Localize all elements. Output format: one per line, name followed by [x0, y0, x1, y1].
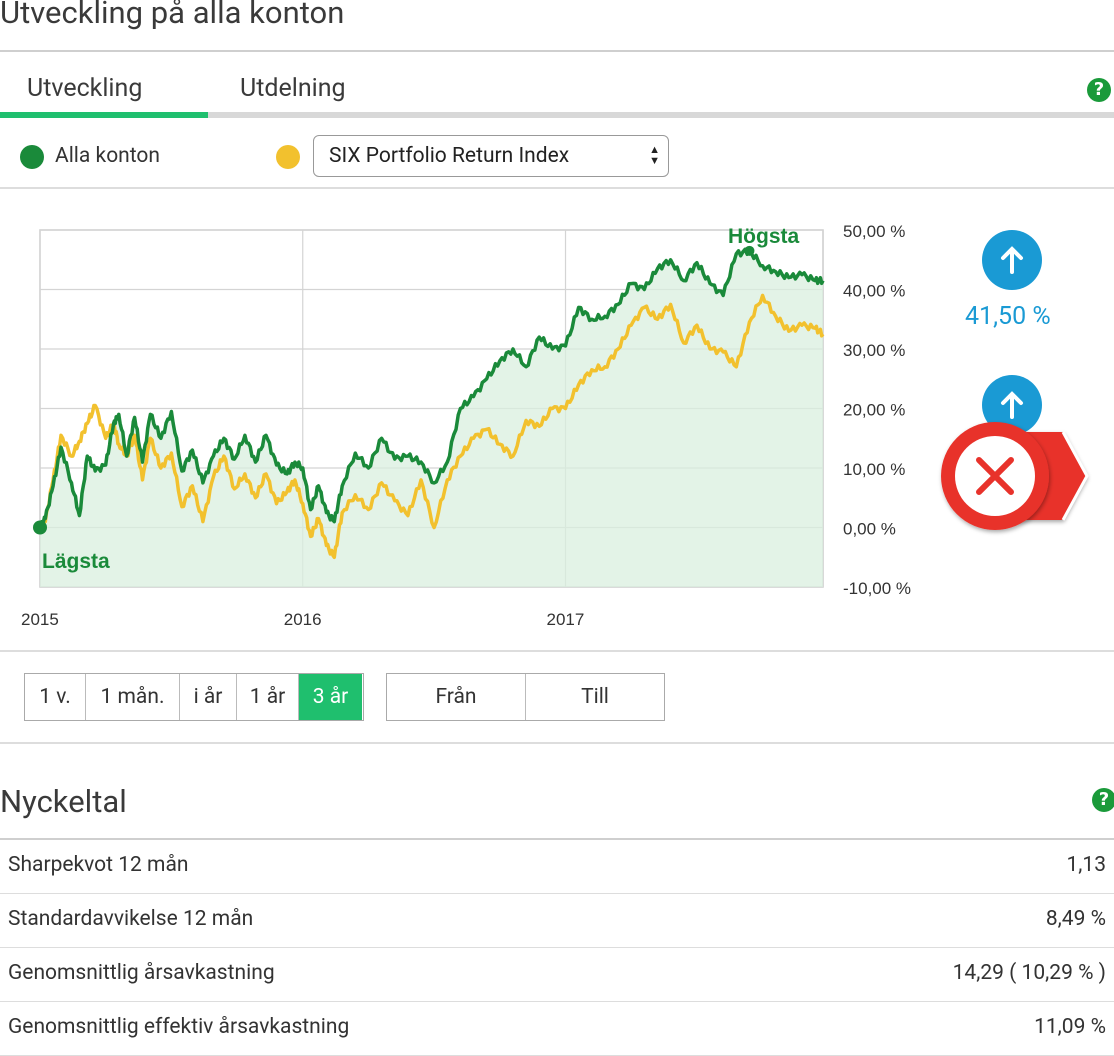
y-tick-label: -10,00 % [843, 579, 911, 598]
kpi-label: Genomsnittlig effektiv årsavkastning [8, 1015, 350, 1039]
arrow-up-icon [1001, 391, 1023, 419]
chart-divider [0, 650, 1114, 652]
index-select[interactable]: SIX Portfolio Return Index ▲ ▼ [313, 135, 669, 177]
tab-utveckling[interactable]: Utveckling [27, 74, 143, 103]
kpi-label: Genomsnittlig årsavkastning [8, 961, 275, 985]
x-axis-labels: 2015 2016 2017 [21, 610, 584, 629]
legend-divider [0, 187, 1114, 189]
period-3y-button[interactable]: 3 år [299, 674, 362, 720]
date-range-selector: Från Till [386, 673, 665, 721]
help-icon[interactable]: ? [1087, 78, 1111, 102]
y-tick-label: 20,00 % [843, 401, 905, 420]
tab-utdelning[interactable]: Utdelning [240, 74, 346, 103]
tab-bar: Utveckling Utdelning ? [0, 60, 1114, 120]
line-index-series [38, 293, 825, 560]
legend-dot-main [20, 145, 44, 169]
low-point-label: Lägsta [42, 550, 110, 573]
period-1y-button[interactable]: 1 år [237, 674, 299, 720]
active-tab-indicator [0, 112, 208, 118]
low-point-marker [33, 520, 47, 535]
legend-label-main: Alla konton [55, 144, 160, 168]
chart-markers: Lägsta Högsta [33, 225, 799, 573]
to-date-button[interactable]: Till [526, 674, 664, 720]
arrow-up-icon [1001, 246, 1023, 274]
chevron-updown-icon: ▲ ▼ [649, 143, 660, 167]
kpi-value: 8,49 % [1045, 907, 1106, 931]
buttons-divider [0, 742, 1114, 744]
help-icon[interactable]: ? [1092, 788, 1114, 812]
kpi-label: Standardavvikelse 12 mån [8, 907, 254, 931]
period-selector: 1 v. 1 mån. i år 1 år 3 år [24, 673, 364, 721]
section-title: Nyckeltal [0, 783, 127, 820]
kpi-value: 11,09 % [1034, 1015, 1106, 1039]
kpi-label: Sharpekvot 12 mån [8, 853, 189, 877]
y-tick-label: 0,00 % [843, 520, 896, 539]
table-row: Sharpekvot 12 mån 1,13 [0, 840, 1114, 894]
close-icon[interactable] [935, 420, 1105, 540]
page-title: Utveckling på alla konton [0, 0, 345, 31]
table-row: Genomsnittlig årsavkastning 14,29 ( 10,2… [0, 948, 1114, 1002]
y-tick-label: 10,00 % [843, 460, 905, 479]
table-row: Standardavvikelse 12 mån 8,49 % [0, 894, 1114, 948]
legend-dot-index [276, 145, 300, 169]
arrow-up-button[interactable] [982, 230, 1042, 290]
table-row: Genomsnittlig effektiv årsavkastning 11,… [0, 1002, 1114, 1056]
x-tick-label: 2015 [21, 610, 59, 629]
high-point-marker [744, 245, 755, 256]
y-tick-label: 40,00 % [843, 282, 905, 301]
kpi-value: 1,13 [1066, 853, 1106, 877]
period-1w-button[interactable]: 1 v. [25, 674, 86, 720]
performance-value: 41,50 % [965, 302, 1051, 331]
y-tick-label: 30,00 % [843, 341, 905, 360]
kpi-value: 14,29 ( 10,29 % ) [952, 961, 1106, 985]
y-axis-labels: 50,00 % 40,00 % 30,00 % 20,00 % 10,00 % 0,00 … [843, 222, 911, 598]
x-tick-label: 2016 [284, 610, 322, 629]
period-ytd-button[interactable]: i år [180, 674, 237, 720]
x-tick-label: 2017 [547, 610, 585, 629]
high-point-label: Högsta [728, 225, 799, 248]
period-1m-button[interactable]: 1 mån. [86, 674, 180, 720]
title-divider [0, 50, 1114, 52]
from-date-button[interactable]: Från [387, 674, 526, 720]
tab-track [0, 112, 1114, 118]
line-main-series [38, 247, 825, 529]
section-divider [0, 838, 1114, 840]
index-select-value: SIX Portfolio Return Index [329, 144, 570, 168]
performance-chart: Lägsta Högsta 50,00 % 40,00 % 30,00 % 20,00 … [21, 222, 911, 629]
y-tick-label: 50,00 % [843, 222, 905, 241]
